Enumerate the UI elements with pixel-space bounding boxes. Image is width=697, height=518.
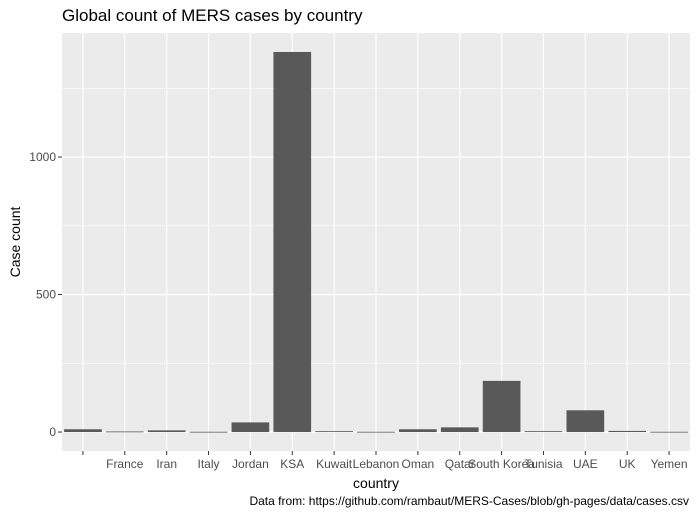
x-tick-label: Tunisia xyxy=(524,457,563,471)
x-tick-label: Yemen xyxy=(651,457,688,471)
x-axis: France Iran Italy Jordan KSA Kuwait Lebanon Oma… xyxy=(82,451,688,471)
bar xyxy=(273,51,312,433)
x-tick-label: UK xyxy=(619,457,636,471)
bar xyxy=(608,430,647,433)
y-tick-label: 500 xyxy=(36,288,56,302)
bar xyxy=(189,431,228,433)
major-gridlines xyxy=(62,33,690,451)
x-tick-label: UAE xyxy=(573,457,598,471)
bar xyxy=(440,427,479,433)
y-tick-label: 0 xyxy=(49,425,56,439)
y-axis: 0 500 1000 xyxy=(29,150,62,439)
bar xyxy=(64,429,102,433)
chart-title: Global count of MERS cases by country xyxy=(62,6,363,25)
x-tick-label: Kuwait xyxy=(316,457,353,471)
x-tick-label: Jordan xyxy=(232,457,269,471)
bar xyxy=(524,431,563,433)
x-tick-label: Iran xyxy=(156,457,177,471)
x-tick-label: Italy xyxy=(198,457,220,471)
bar xyxy=(482,380,521,433)
bar xyxy=(147,430,186,433)
x-tick-label: South Korea xyxy=(468,457,535,471)
x-tick-label: Lebanon xyxy=(353,457,400,471)
x-tick-label: Qatar xyxy=(445,457,475,471)
y-tick-label: 1000 xyxy=(29,150,56,164)
bar xyxy=(399,429,437,433)
bar xyxy=(315,431,353,433)
x-axis-label: country xyxy=(353,475,399,491)
bar xyxy=(105,431,144,433)
bar xyxy=(231,422,270,433)
bar xyxy=(650,431,688,433)
x-tick-label: France xyxy=(106,457,144,471)
bar xyxy=(566,410,605,433)
bar xyxy=(357,431,395,433)
data-source-caption: Data from: https://github.com/rambaut/ME… xyxy=(249,494,689,508)
bars xyxy=(64,51,688,433)
x-tick-label: Oman xyxy=(402,457,435,471)
x-tick-label: KSA xyxy=(280,457,304,471)
y-axis-label: Case count xyxy=(7,206,23,277)
